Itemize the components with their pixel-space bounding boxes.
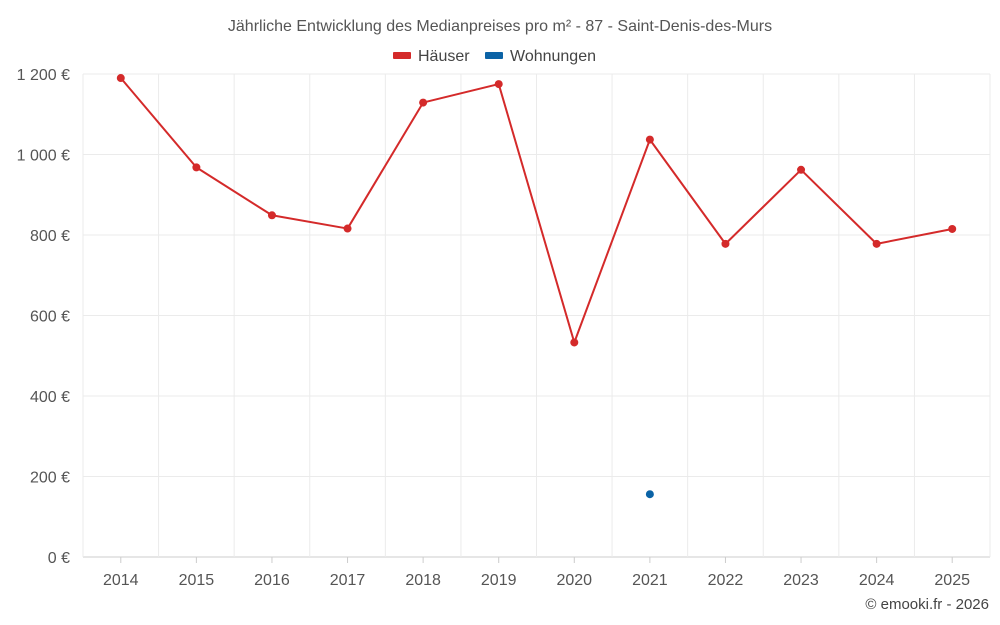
- legend-label-haeuser: Häuser: [418, 48, 470, 65]
- y-tick-label: 1 000 €: [17, 148, 70, 165]
- legend-swatch-haeuser: [393, 52, 411, 59]
- y-tick-label: 200 €: [30, 470, 70, 487]
- legend-label-wohnungen: Wohnungen: [510, 48, 596, 65]
- y-tick-label: 1 200 €: [17, 67, 70, 84]
- x-tick-label: 2018: [405, 572, 441, 589]
- y-axis-ticks: 0 € 200 € 400 € 600 € 800 € 1 000 € 1 200 €: [17, 67, 70, 567]
- data-point-haeuser[interactable]: [570, 338, 579, 347]
- chart-title: Jährliche Entwicklung des Medianpreises …: [228, 18, 772, 35]
- x-tick-label: 2020: [556, 572, 592, 589]
- data-point-haeuser[interactable]: [948, 224, 957, 233]
- credit-text: © emooki.fr - 2026: [865, 596, 989, 613]
- data-point-haeuser[interactable]: [419, 98, 428, 107]
- data-point-haeuser[interactable]: [494, 80, 503, 89]
- y-tick-label: 800 €: [30, 228, 70, 245]
- x-tick-label: 2016: [254, 572, 290, 589]
- series-layer: [116, 74, 957, 499]
- y-tick-label: 600 €: [30, 309, 70, 326]
- legend-item-wohnungen[interactable]: Wohnungen: [485, 48, 596, 65]
- data-point-haeuser[interactable]: [192, 163, 201, 172]
- data-point-haeuser[interactable]: [116, 74, 125, 83]
- data-point-haeuser[interactable]: [343, 224, 352, 233]
- data-point-haeuser[interactable]: [797, 165, 806, 174]
- data-point-haeuser[interactable]: [721, 239, 730, 248]
- x-tick-label: 2023: [783, 572, 819, 589]
- legend: Häuser Wohnungen: [393, 48, 596, 65]
- y-tick-label: 0 €: [48, 550, 70, 567]
- data-point-haeuser[interactable]: [645, 135, 654, 144]
- x-tick-label: 2021: [632, 572, 668, 589]
- data-point-wohnungen[interactable]: [645, 490, 654, 499]
- series-line-haeuser: [120, 77, 953, 344]
- y-tick-label: 400 €: [30, 389, 70, 406]
- x-tick-label: 2024: [859, 572, 895, 589]
- legend-item-haeuser[interactable]: Häuser: [393, 48, 470, 65]
- x-tick-label: 2019: [481, 572, 517, 589]
- x-tick-label: 2015: [179, 572, 215, 589]
- x-tick-label: 2014: [103, 572, 139, 589]
- x-tick-label: 2017: [330, 572, 366, 589]
- x-axis-ticks: 2014 2015 2016 2017 2018 2019 2020 2021 2022 2023…: [103, 557, 970, 589]
- x-tick-label: 2022: [708, 572, 744, 589]
- legend-swatch-wohnungen: [485, 52, 503, 59]
- data-point-haeuser[interactable]: [267, 211, 276, 220]
- data-point-haeuser[interactable]: [872, 239, 881, 248]
- grid: [82, 73, 991, 558]
- x-tick-label: 2025: [934, 572, 970, 589]
